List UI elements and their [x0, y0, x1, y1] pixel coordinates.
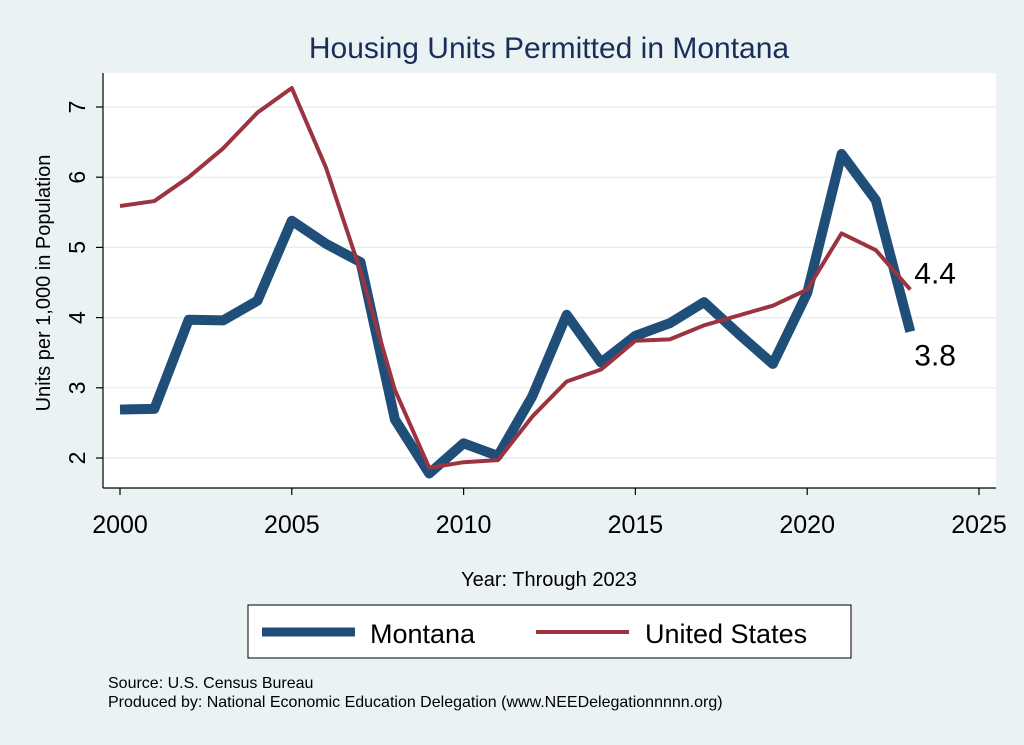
y-tick-label: 4 — [64, 311, 90, 324]
y-tick-label: 5 — [64, 241, 90, 254]
y-tick-label: 6 — [64, 171, 90, 184]
x-tick-label: 2015 — [608, 511, 664, 539]
series-line-united-states — [119, 86, 912, 470]
x-tick-label: 2020 — [779, 511, 835, 539]
source-notes: Source: U.S. Census Bureau Produced by: … — [108, 674, 723, 712]
x-axis-label: Year: Through 2023 — [461, 569, 637, 591]
plot-area — [103, 73, 996, 488]
legend-label-united-states: United States — [645, 619, 807, 649]
end-label-montana: 3.8 — [914, 340, 956, 373]
source-text: Source: U.S. Census Bureau — [108, 675, 314, 692]
legend-label-montana: Montana — [370, 619, 476, 649]
chart-title: Housing Units Permitted in Montana — [309, 32, 790, 65]
y-axis-label: Units per 1,000 in Population — [33, 155, 55, 412]
x-tick-label: 2010 — [436, 511, 492, 539]
y-tick-label: 7 — [64, 101, 90, 114]
x-tick-label: 2025 — [951, 511, 1007, 539]
end-label-united-states: 4.4 — [914, 258, 956, 291]
producer-text: Produced by: National Economic Education… — [108, 694, 723, 711]
y-tick-label: 2 — [64, 452, 90, 465]
x-tick-label: 2000 — [92, 511, 148, 539]
legend: Montana United States — [247, 604, 852, 659]
series-line-montana — [119, 149, 916, 479]
y-tick-label: 3 — [64, 381, 90, 394]
x-tick-label: 2005 — [264, 511, 320, 539]
